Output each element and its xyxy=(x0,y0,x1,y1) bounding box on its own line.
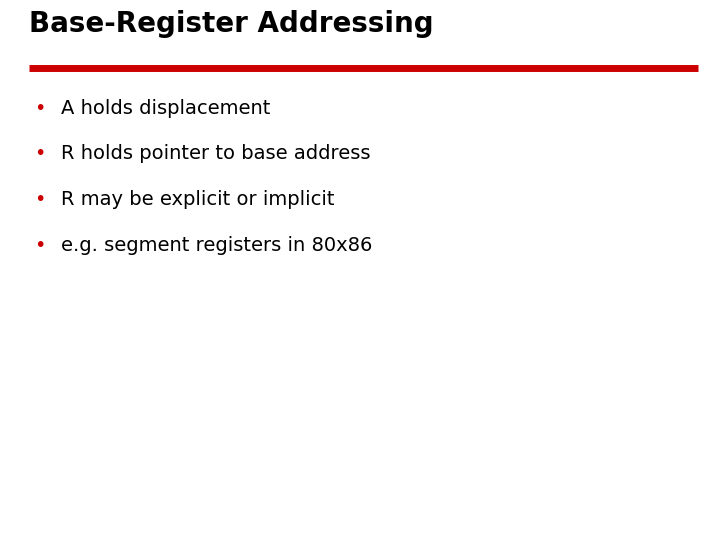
Text: A holds displacement: A holds displacement xyxy=(61,98,271,118)
Text: e.g. segment registers in 80x86: e.g. segment registers in 80x86 xyxy=(61,236,372,255)
Text: •: • xyxy=(34,144,45,164)
Text: •: • xyxy=(34,236,45,255)
Text: •: • xyxy=(34,98,45,118)
Text: R may be explicit or implicit: R may be explicit or implicit xyxy=(61,190,335,210)
Text: •: • xyxy=(34,190,45,210)
Text: R holds pointer to base address: R holds pointer to base address xyxy=(61,144,371,164)
Text: Base-Register Addressing: Base-Register Addressing xyxy=(29,10,433,38)
